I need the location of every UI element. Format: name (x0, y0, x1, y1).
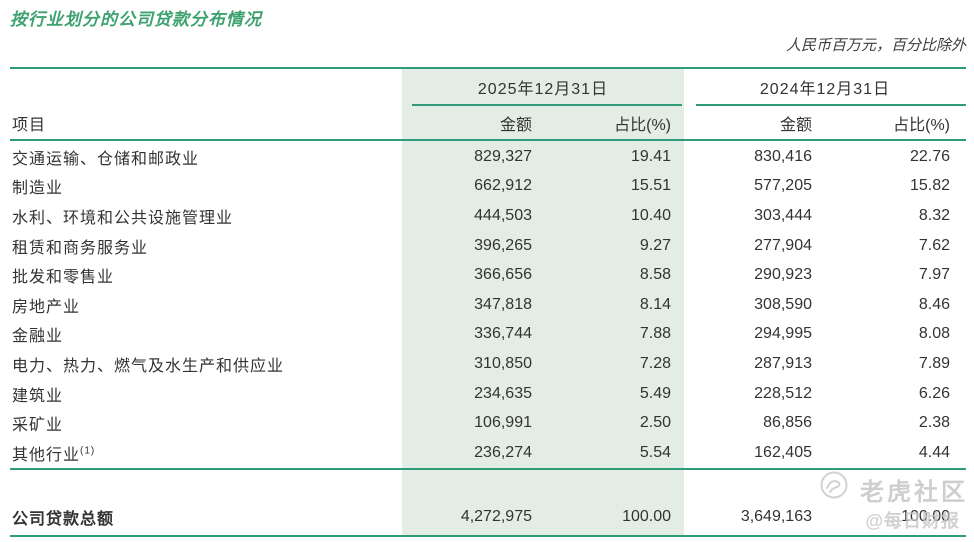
amount-2025: 366,656 (474, 266, 532, 284)
amount-2025: 396,265 (474, 236, 532, 254)
amount-2025: 310,850 (474, 354, 532, 372)
unit-note: 人民币百万元，百分比除外 (785, 37, 966, 54)
group-underline-2025 (412, 104, 682, 106)
pct-2024: 4.44 (918, 443, 950, 461)
pct-2025: 8.58 (639, 266, 671, 284)
footnote-marker: (1) (80, 445, 96, 457)
pct-2025: 15.51 (630, 177, 671, 195)
industry-label: 制造业 (12, 180, 64, 198)
amount-2025: 347,818 (474, 295, 532, 313)
amount-2025: 234,635 (474, 384, 532, 402)
amount-2024: 294,995 (754, 325, 812, 343)
industry-label: 采矿业 (12, 417, 64, 435)
item-header: 项目 (12, 116, 47, 134)
industry-label: 其他行业(1) (10, 441, 402, 465)
pct-2025: 5.49 (639, 384, 671, 402)
pct-2024: 2.38 (918, 414, 950, 432)
pct-header-2024: 占比(%) (893, 116, 950, 134)
table-row: 批发和零售业 366,656 8.58 290,923 7.97 (10, 260, 966, 290)
amount-2024: 303,444 (754, 206, 812, 224)
pct-2025: 5.54 (639, 443, 671, 461)
pct-2024: 22.76 (909, 147, 950, 165)
table-top-rule (10, 67, 966, 69)
pct-2024: 15.82 (909, 177, 950, 195)
industry-label-text: 其他行业 (12, 446, 81, 464)
table-row: 其他行业(1) 236,274 5.54 162,405 4.44 (10, 438, 966, 468)
total-pct-2024: 100.00 (901, 508, 950, 525)
table-row: 水利、环境和公共设施管理业 444,503 10.40 303,444 8.32 (10, 201, 966, 231)
amount-2024: 277,904 (754, 236, 812, 254)
amount-2025: 106,991 (474, 414, 532, 432)
industry-label: 交通运输、仓储和邮政业 (12, 150, 200, 168)
total-amount-2025: 4,272,975 (460, 508, 532, 525)
industry-label: 建筑业 (12, 387, 64, 405)
amount-2025: 662,912 (474, 177, 532, 195)
header-rule (10, 139, 966, 141)
total-label: 公司贷款总额 (12, 511, 115, 528)
date-header-2024: 2024年12月31日 (759, 81, 891, 98)
table-row: 金融业 336,744 7.88 294,995 8.08 (10, 320, 966, 350)
amount-2025: 236,274 (474, 443, 532, 461)
amount-header-2024: 金额 (779, 116, 812, 134)
amount-2024: 287,913 (754, 354, 812, 372)
industry-label: 租赁和商务服务业 (12, 239, 149, 257)
amount-2024: 308,590 (754, 295, 812, 313)
amount-2024: 290,923 (754, 266, 812, 284)
table-row: 租赁和商务服务业 396,265 9.27 277,904 7.62 (10, 231, 966, 261)
amount-header-2025: 金额 (499, 116, 532, 134)
pct-2024: 8.32 (918, 206, 950, 224)
amount-2024: 162,405 (754, 443, 812, 461)
amount-2024: 228,512 (754, 384, 812, 402)
tiger-logo-icon (820, 471, 848, 499)
pct-2024: 7.89 (918, 354, 950, 372)
pct-2024: 8.08 (918, 325, 950, 343)
amount-2025: 336,744 (474, 325, 532, 343)
industry-label: 水利、环境和公共设施管理业 (12, 209, 234, 227)
pct-2025: 7.88 (639, 325, 671, 343)
total-pct-2025: 100.00 (622, 508, 671, 525)
amount-2024: 86,856 (763, 414, 812, 432)
pct-2025: 2.50 (639, 414, 671, 432)
industry-label: 金融业 (12, 328, 64, 346)
body-bottom-rule (10, 468, 966, 470)
pct-header-2025: 占比(%) (614, 116, 671, 134)
pct-2024: 7.97 (918, 266, 950, 284)
pct-2024: 8.46 (918, 295, 950, 313)
amount-2024: 830,416 (754, 147, 812, 165)
table-bottom-rule (10, 535, 966, 537)
industry-label: 批发和零售业 (12, 269, 115, 287)
date-header-2025: 2025年12月31日 (477, 81, 609, 98)
pct-2025: 10.40 (630, 206, 671, 224)
amount-2025: 444,503 (474, 206, 532, 224)
page-title: 按行业划分的公司贷款分布情况 (10, 10, 262, 29)
table-row: 房地产业 347,818 8.14 308,590 8.46 (10, 290, 966, 320)
column-header-row: 项目 金额 占比(%) 金额 占比(%) (10, 107, 966, 138)
pct-2024: 6.26 (918, 384, 950, 402)
pct-2025: 8.14 (639, 295, 671, 313)
pct-2025: 9.27 (639, 236, 671, 254)
amount-2024: 577,205 (754, 177, 812, 195)
pct-2025: 19.41 (630, 147, 671, 165)
pct-2024: 7.62 (918, 236, 950, 254)
table-row: 制造业 662,912 15.51 577,205 15.82 (10, 172, 966, 202)
date-header-row: 2025年12月31日 2024年12月31日 (10, 71, 966, 103)
pct-2025: 7.28 (639, 354, 671, 372)
table-row: 建筑业 234,635 5.49 228,512 6.26 (10, 379, 966, 409)
group-underline-2024 (696, 104, 966, 106)
total-amount-2024: 3,649,163 (740, 508, 812, 525)
total-row: 公司贷款总额 4,272,975 100.00 3,649,163 100.00 (10, 499, 966, 535)
table-row: 交通运输、仓储和邮政业 829,327 19.41 830,416 22.76 (10, 142, 966, 172)
table-row: 电力、热力、燃气及水生产和供应业 310,850 7.28 287,913 7.… (10, 349, 966, 379)
table-row: 采矿业 106,991 2.50 86,856 2.38 (10, 408, 966, 438)
industry-label: 电力、热力、燃气及水生产和供应业 (12, 357, 285, 375)
highlight-band-2025 (402, 69, 684, 535)
industry-label: 房地产业 (12, 298, 81, 316)
table-body: 交通运输、仓储和邮政业 829,327 19.41 830,416 22.76 … (10, 142, 966, 468)
amount-2025: 829,327 (474, 147, 532, 165)
